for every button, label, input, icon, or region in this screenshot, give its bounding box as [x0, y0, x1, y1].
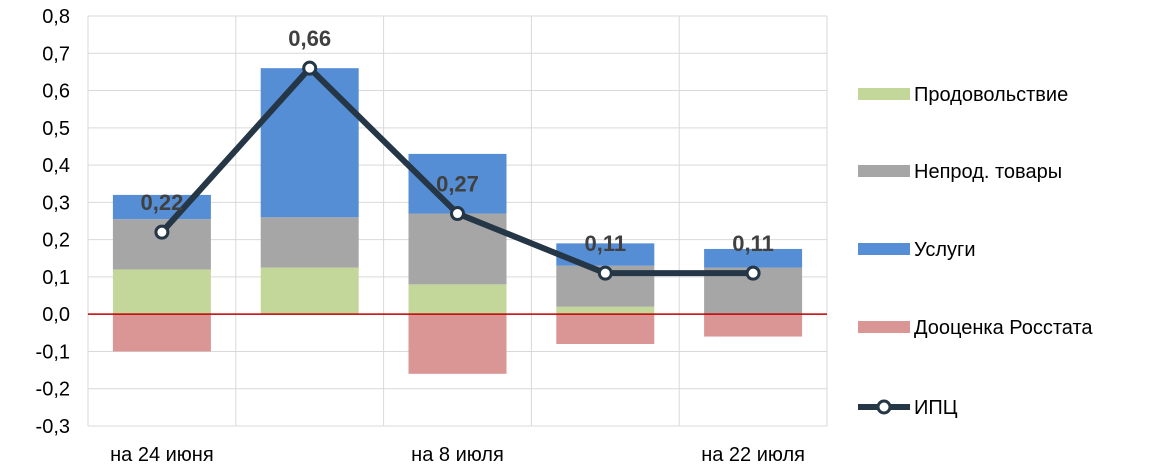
y-tick-label: -0,3 — [36, 416, 70, 438]
bar-segment — [704, 314, 803, 337]
bar-segment — [556, 306, 655, 315]
cpi-point — [154, 224, 170, 240]
legend-label: Услуги — [914, 239, 976, 261]
x-axis-ticks: на 24 июня на 8 июля на 22 июля — [110, 444, 805, 466]
y-tick-label: -0,1 — [36, 341, 70, 363]
y-tick-label: -0,2 — [36, 379, 70, 401]
legend-swatch — [858, 243, 910, 255]
y-tick-label: 0,3 — [42, 192, 70, 214]
cpi-point — [597, 265, 613, 281]
x-tick-label: на 24 июня — [110, 444, 214, 466]
cpi-point — [745, 265, 761, 281]
legend-swatch — [858, 321, 910, 333]
cpi-data-label: 0,11 — [584, 231, 626, 256]
y-axis-ticks: -0,3 -0,2 -0,1 0,0 0,1 0,2 0,3 0,4 0,5 0,6 0,7 0,8 — [36, 6, 70, 438]
cpi-data-label: 0,66 — [288, 26, 331, 51]
legend-swatch — [858, 165, 910, 177]
y-tick-label: 0,6 — [42, 81, 70, 103]
y-tick-label: 0,8 — [42, 6, 70, 28]
legend-label: ИПЦ — [914, 397, 958, 419]
bar-segment — [556, 314, 655, 344]
x-tick-label: на 8 июля — [411, 444, 504, 466]
bar-segment — [408, 284, 507, 315]
legend-marker — [876, 399, 892, 415]
y-tick-label: 0,0 — [42, 304, 70, 326]
bar-segment — [112, 314, 211, 352]
legend: Продовольствие Непрод. товары Услуги Дооцен… — [858, 84, 1093, 419]
cpi-data-label: 0,11 — [732, 231, 774, 256]
legend-label: Продовольствие — [914, 84, 1068, 106]
y-tick-label: 0,4 — [42, 155, 70, 177]
legend-label: Дооценка Росстата — [914, 317, 1093, 339]
cpi-data-label: 0,22 — [140, 190, 183, 215]
y-tick-label: 0,2 — [42, 230, 70, 252]
bar-segment — [408, 314, 507, 374]
legend-swatch — [858, 88, 910, 100]
legend-label: Непрод. товары — [914, 161, 1062, 183]
bar-segment — [260, 267, 359, 315]
bar-segment — [260, 217, 359, 268]
cpi-point — [450, 206, 465, 222]
bar-segment — [260, 68, 359, 218]
cpi-line: 0,22 0,66 0,27 0,11 0,11 — [140, 26, 774, 281]
y-tick-label: 0,1 — [42, 267, 70, 289]
y-tick-label: 0,5 — [42, 118, 70, 140]
y-tick-label: 0,7 — [42, 43, 70, 65]
cpi-point — [302, 60, 318, 76]
bar-segment — [112, 269, 211, 315]
cpi-data-label: 0,27 — [436, 172, 479, 197]
bar-segment — [704, 248, 803, 268]
x-tick-label: на 22 июля — [701, 444, 805, 466]
